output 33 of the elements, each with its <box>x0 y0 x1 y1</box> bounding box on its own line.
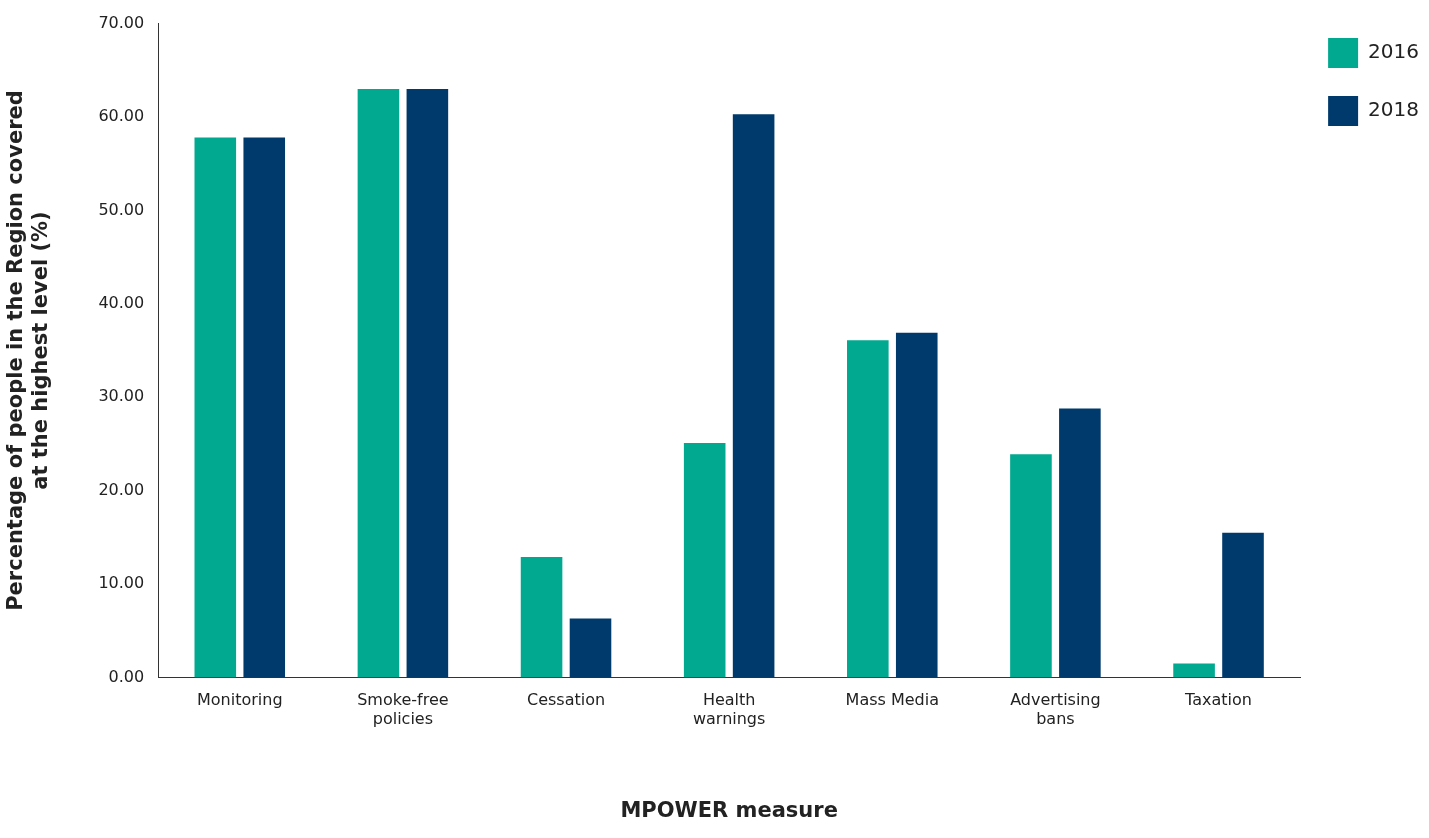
legend-label: 2016 <box>1368 39 1420 64</box>
y-tick-label: 30.00 <box>98 386 145 406</box>
x-tick-label: Cessation <box>526 690 606 710</box>
bar <box>1010 454 1052 678</box>
bar <box>895 332 938 678</box>
x-axis-title: MPOWER measure <box>620 797 838 822</box>
bar <box>243 137 286 678</box>
legend-label: 2018 <box>1368 97 1420 122</box>
bar <box>357 88 400 678</box>
bar <box>1059 408 1101 678</box>
y-tick-label: 0.00 <box>108 666 145 686</box>
x-tick-label: Monitoring <box>196 690 283 710</box>
bar <box>1222 532 1264 678</box>
bar <box>1173 663 1215 678</box>
x-tick-label: Smoke-free policies <box>357 690 449 729</box>
y-tick-label: 50.00 <box>98 199 145 219</box>
bar <box>406 88 449 678</box>
bar <box>520 556 563 678</box>
x-tick-label: Health warnings <box>692 690 766 729</box>
y-tick-label: 40.00 <box>98 292 145 312</box>
bar <box>194 137 237 678</box>
bar <box>683 442 726 678</box>
y-tick-label: 70.00 <box>98 12 145 32</box>
bar <box>847 340 889 678</box>
bar <box>569 618 612 678</box>
y-tick-label: 10.00 <box>98 573 145 593</box>
x-tick-label: Advertising bans <box>1010 690 1101 729</box>
x-tick-label: Taxation <box>1184 690 1252 710</box>
y-axis-title: Percentage of people in the Region covered at the highest level (%) <box>3 90 53 611</box>
y-tick-label: 20.00 <box>98 479 145 499</box>
bar <box>732 114 775 678</box>
x-tick-label: Mass Media <box>845 690 939 710</box>
y-tick-label: 60.00 <box>98 106 145 126</box>
